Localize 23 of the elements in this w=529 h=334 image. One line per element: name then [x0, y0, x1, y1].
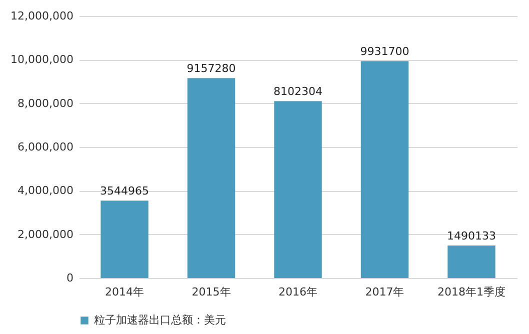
y-tick-label: 10,000,000: [10, 53, 74, 66]
y-tick-label: 6,000,000: [18, 140, 74, 154]
y-tick-label: 2,000,000: [18, 228, 74, 241]
data-label: 8102304: [274, 85, 322, 98]
legend-label: 粒子加速器出口总额：美元: [94, 314, 226, 326]
bar: [360, 61, 409, 278]
x-tick-label: 2016年: [278, 286, 318, 298]
data-label: 9931700: [360, 45, 410, 58]
data-label: 9157280: [186, 62, 236, 76]
y-tick-label: 8,000,000: [18, 96, 74, 110]
bar: [274, 101, 322, 278]
x-tick-label: 2015年: [192, 286, 231, 298]
data-label: 1490133: [446, 229, 496, 242]
bar: [100, 200, 148, 278]
bar: [187, 78, 236, 278]
x-tick-label: 2017年: [365, 286, 404, 298]
y-tick-label: 4,000,000: [18, 184, 74, 198]
x-tick-label: 2014年: [105, 286, 144, 298]
y-tick-label: 0: [66, 272, 74, 284]
data-label: 3544965: [100, 184, 150, 198]
bar: [448, 245, 496, 278]
y-tick-label: 12,000,000: [10, 10, 74, 22]
x-tick-label: 2018年1季度: [437, 286, 506, 298]
